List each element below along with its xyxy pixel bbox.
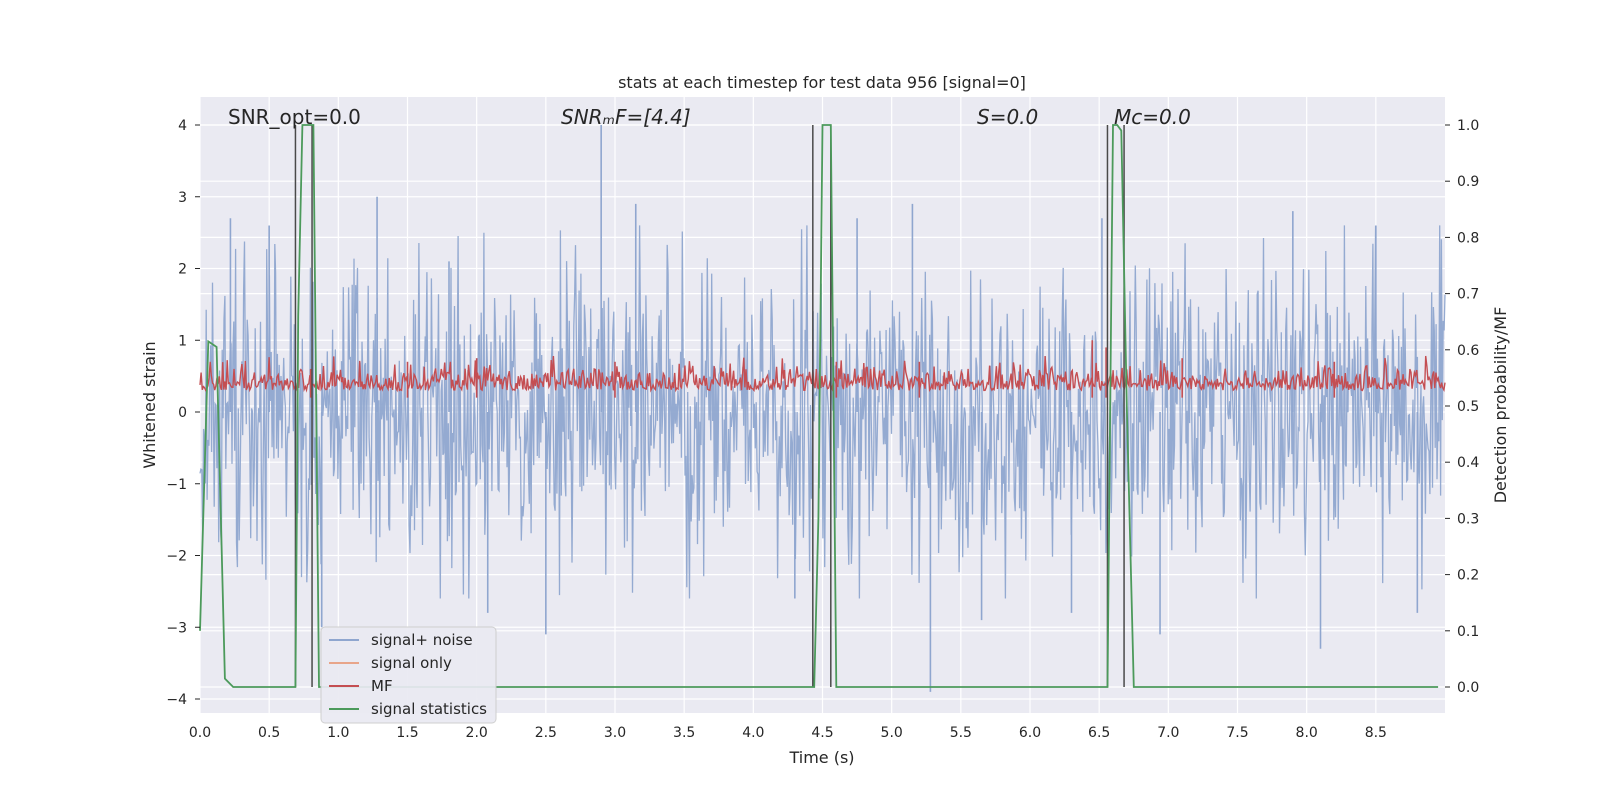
- signal-statistics-line: [199, 124, 1439, 688]
- mf-series: [199, 340, 1446, 398]
- yr-tick-label-4: 0.6: [1457, 343, 1479, 359]
- x-tick-label-1: 0.5: [258, 725, 280, 741]
- annotation-snr-mf: SNRₘF=[4.4]: [561, 105, 691, 129]
- annotation-s: S=0.0: [977, 105, 1038, 129]
- legend-label-mf: MF: [371, 677, 393, 695]
- x-tick-label-12: 6.0: [1019, 725, 1041, 741]
- legend-label-signal-statistics: signal statistics: [371, 700, 487, 718]
- x-axis-label: Time (s): [788, 748, 854, 767]
- plot-area: [199, 124, 1446, 692]
- signal-statistics-series: [199, 124, 1439, 688]
- yr-tick-label-8: 0.2: [1457, 568, 1479, 584]
- annotation-snr-opt: SNR_opt=0.0: [228, 105, 361, 129]
- yr-tick-label-2: 0.8: [1457, 230, 1479, 246]
- y-tick-label-5: −1: [166, 477, 187, 493]
- y-axis-ticks: 4 3 2 1 0 −1 −2 −3 −4: [166, 118, 200, 708]
- x-tick-label-2: 1.0: [327, 725, 349, 741]
- yr-tick-label-0: 1.0: [1457, 118, 1479, 134]
- x-axis-ticks: 0.0 0.5 1.0 1.5 2.0 2.5 3.0 3.5 4.0 4.5 5.0 5.5 6.0 6…: [189, 725, 1387, 741]
- legend-label-signal-only: signal only: [371, 654, 452, 672]
- yr-tick-label-5: 0.5: [1457, 399, 1479, 415]
- y-tick-label-6: −2: [166, 549, 187, 565]
- y-tick-label-3: 1: [178, 333, 187, 349]
- yr-tick-label-9: 0.1: [1457, 624, 1479, 640]
- yr-tick-label-1: 0.9: [1457, 174, 1479, 190]
- x-tick-label-13: 6.5: [1088, 725, 1110, 741]
- y-tick-label-1: 3: [178, 190, 187, 206]
- yr-tick-label-7: 0.3: [1457, 511, 1479, 527]
- y-tick-label-2: 2: [178, 262, 187, 278]
- x-tick-label-6: 3.0: [604, 725, 626, 741]
- y-right-axis-ticks: 1.0 0.9 0.8 0.7 0.6 0.5 0.4 0.3 0.2 0.1 0.0: [1445, 118, 1479, 696]
- x-tick-label-10: 5.0: [881, 725, 903, 741]
- x-tick-label-11: 5.5: [950, 725, 972, 741]
- signal-noise-line: [199, 225, 1446, 599]
- x-tick-label-15: 7.5: [1226, 725, 1248, 741]
- yr-tick-label-6: 0.4: [1457, 455, 1479, 471]
- y-axis-label: Whitened strain: [140, 341, 159, 468]
- x-tick-label-17: 8.5: [1365, 725, 1387, 741]
- legend-box: [320, 626, 497, 724]
- x-tick-label-9: 4.5: [811, 725, 833, 741]
- y-tick-label-0: 4: [178, 118, 187, 134]
- x-tick-label-4: 2.0: [466, 725, 488, 741]
- legend-label-signal-noise: signal+ noise: [371, 631, 473, 649]
- y-right-axis-label: Detection probability/MF: [1491, 307, 1510, 504]
- yr-tick-label-3: 0.7: [1457, 287, 1479, 303]
- x-tick-label-5: 2.5: [535, 725, 557, 741]
- x-tick-label-16: 8.0: [1296, 725, 1318, 741]
- chart-title: stats at each timestep for test data 956…: [618, 73, 1026, 92]
- x-tick-label-7: 3.5: [673, 725, 695, 741]
- x-tick-label-14: 7.0: [1157, 725, 1179, 741]
- yr-tick-label-10: 0.0: [1457, 680, 1479, 696]
- x-tick-label-0: 0.0: [189, 725, 211, 741]
- y-tick-label-8: −4: [166, 692, 187, 708]
- y-tick-label-7: −3: [166, 620, 187, 636]
- legend: signal+ noise signal only MF signal stat…: [320, 626, 497, 724]
- x-tick-label-8: 4.0: [742, 725, 764, 741]
- y-tick-label-4: 0: [178, 405, 187, 421]
- x-tick-label-3: 1.5: [396, 725, 418, 741]
- annotation-mc: Mᴄ=0.0: [1114, 105, 1191, 129]
- vertical-markers: [294, 125, 1125, 687]
